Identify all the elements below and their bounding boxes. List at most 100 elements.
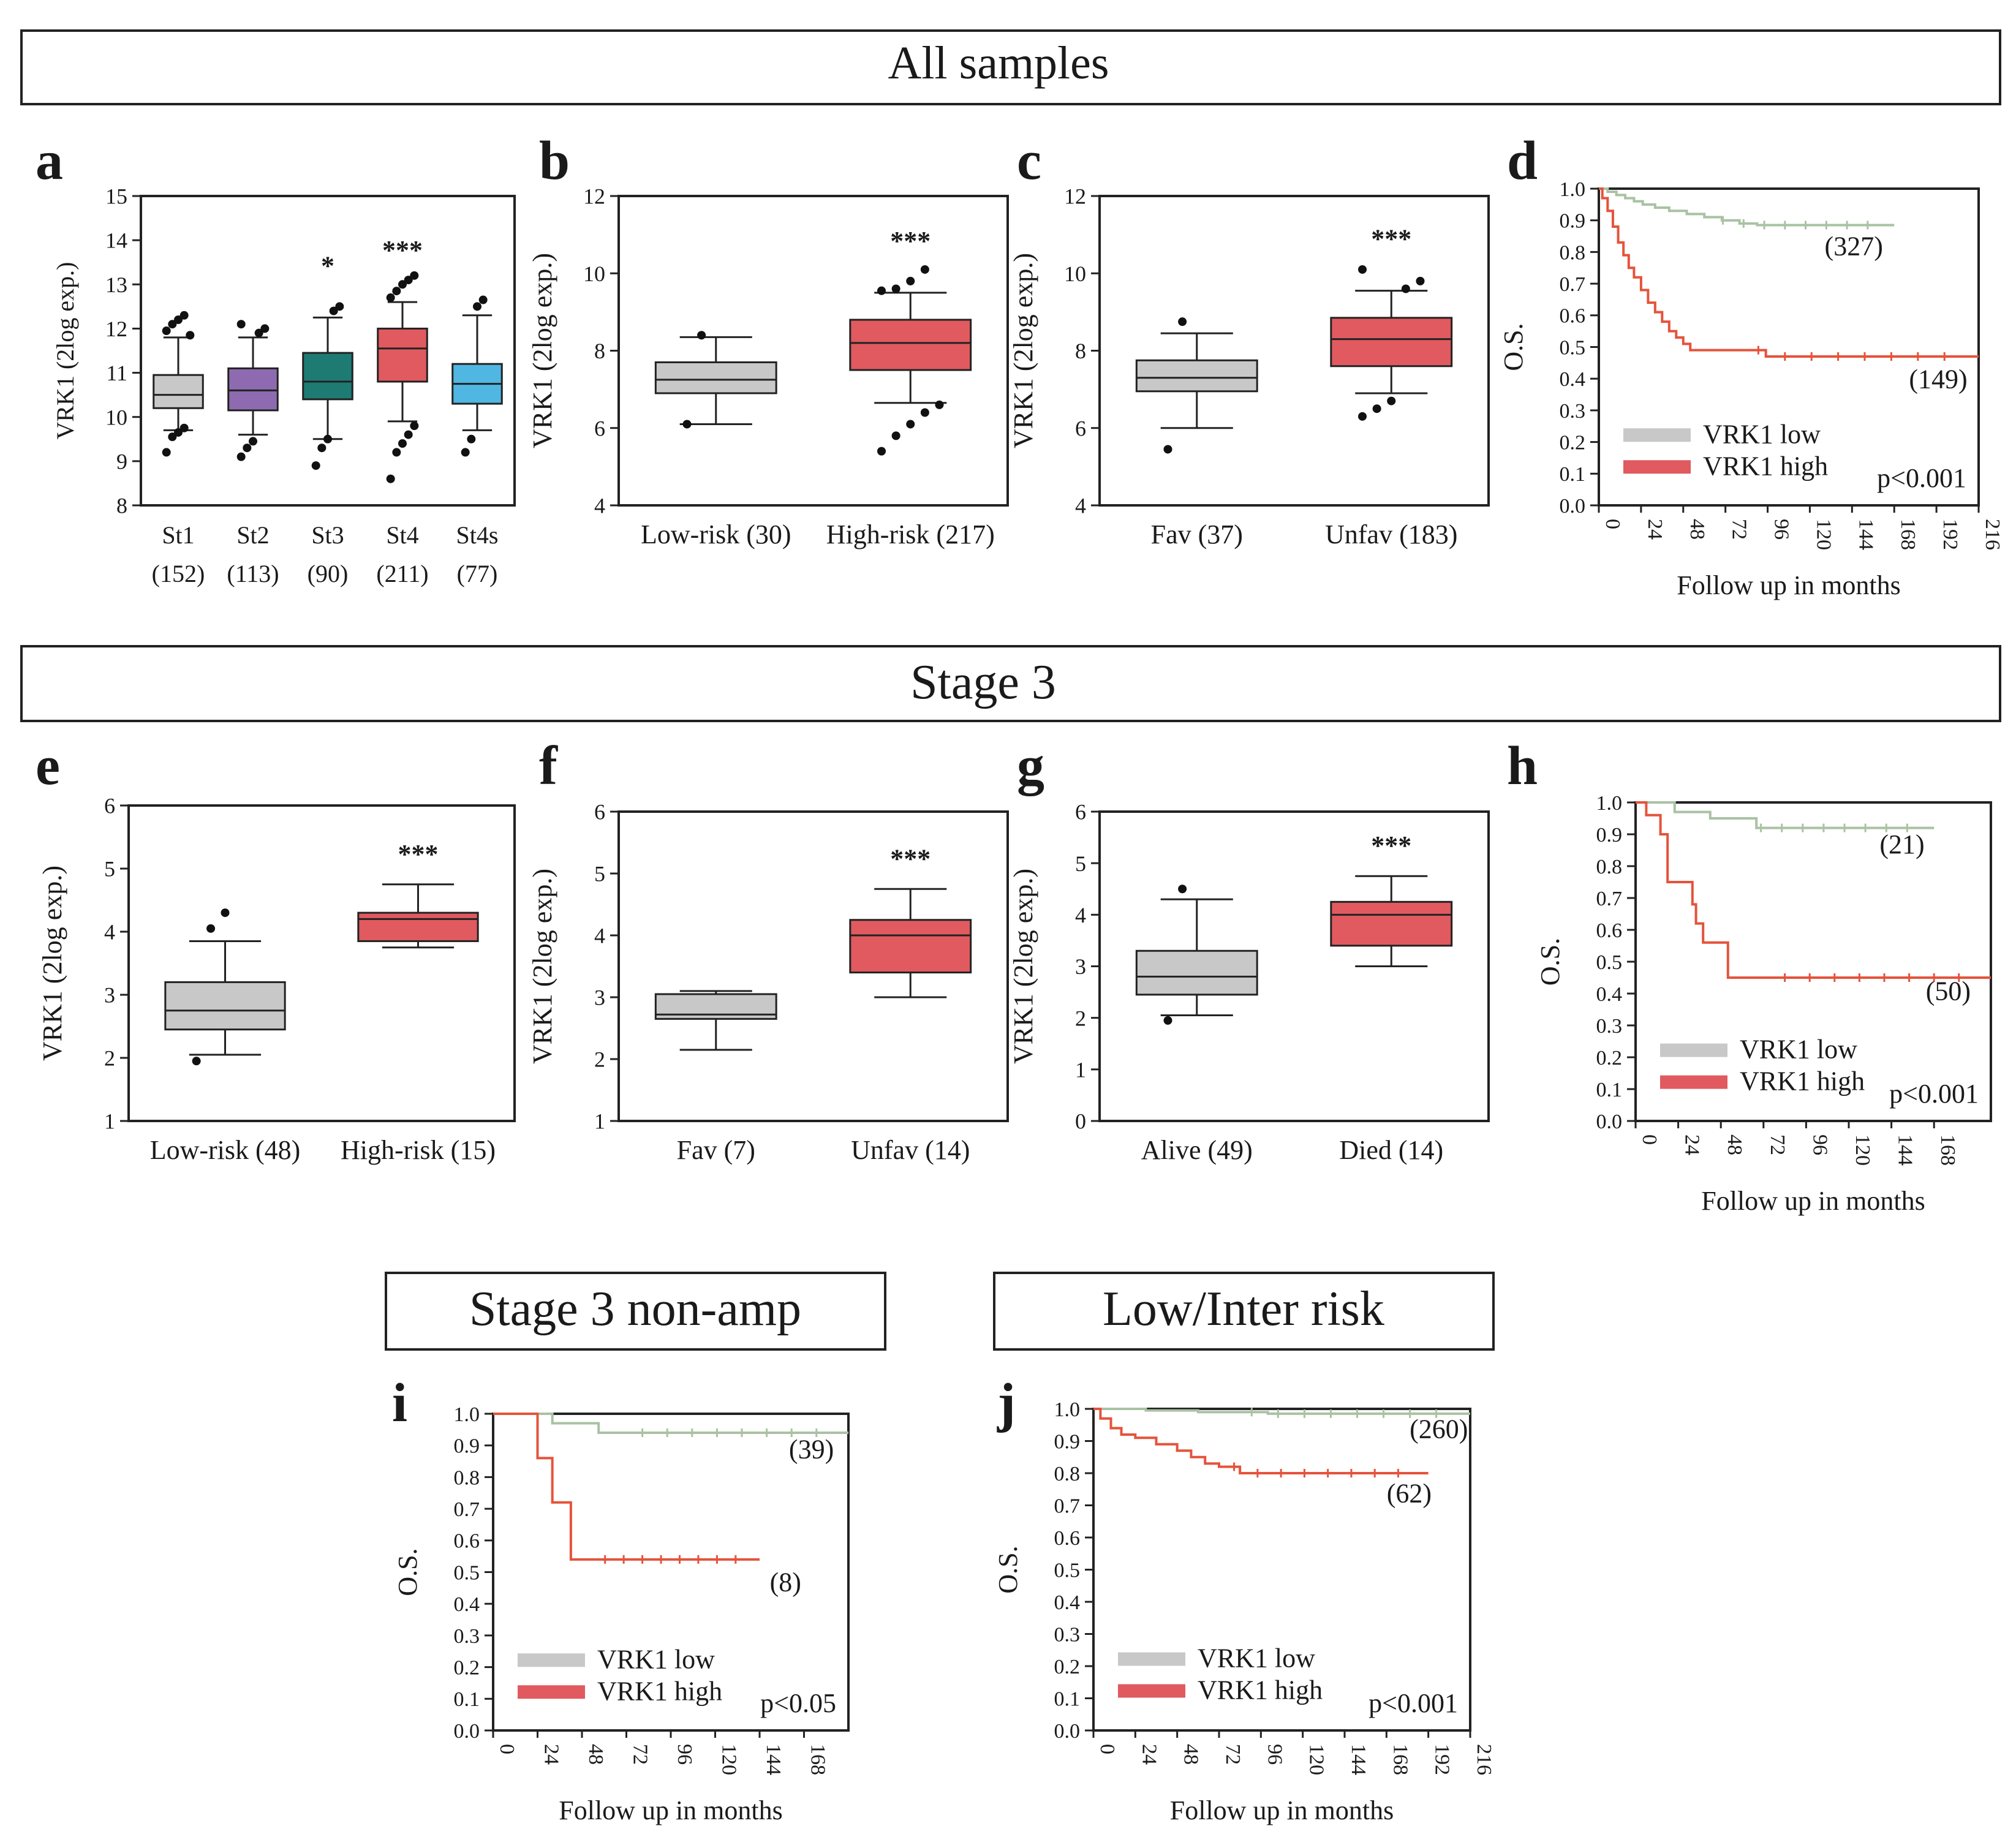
y-tick-label: 6: [594, 416, 605, 440]
box-group-1: *** Unfav (14): [849, 843, 972, 1165]
y-tick-label: 0.6: [1596, 919, 1623, 942]
legend-label: VRK1 low: [1703, 419, 1821, 449]
x-tick-label: 120: [1851, 1134, 1874, 1166]
box: [1330, 317, 1453, 368]
series-count-label: (327): [1825, 232, 1883, 262]
x-tick-label: 24: [540, 1744, 563, 1765]
y-tick-label: 1.0: [1596, 792, 1623, 815]
y-tick-label: 0.1: [1054, 1688, 1081, 1710]
outlier-point: [404, 430, 413, 439]
x-tick-label: 72: [1766, 1134, 1789, 1155]
y-tick-label: 0.3: [1054, 1623, 1081, 1646]
legend-swatch-low: [518, 1653, 585, 1667]
outlier-point: [392, 448, 401, 457]
box: [377, 327, 428, 383]
y-axis-label: VRK1 (2log exp.): [51, 262, 79, 440]
p-value-label: p<0.001: [1889, 1079, 1979, 1109]
y-tick-label: 0.8: [454, 1466, 480, 1489]
x-tick-label: 168: [1936, 1134, 1959, 1166]
y-tick-label: 12: [1064, 184, 1086, 209]
outlier-point: [260, 324, 270, 333]
y-tick-label: 0.0: [1596, 1111, 1623, 1133]
x-axis-label: Follow up in months: [1170, 1795, 1394, 1825]
y-tick-label: 8: [594, 339, 605, 363]
x-category-label: St4: [386, 521, 418, 549]
survival-curve-high: [1599, 187, 1979, 358]
x-category-label: Fav (37): [1151, 519, 1243, 549]
y-tick-label: 0.2: [454, 1657, 480, 1680]
x-tick-label: 144: [1854, 519, 1877, 550]
y-tick-label: 4: [1075, 494, 1086, 518]
x-tick-label: 120: [718, 1744, 741, 1775]
legend-swatch-low: [1623, 428, 1691, 442]
significance-label: ***: [1371, 224, 1411, 254]
p-value-label: p<0.001: [1877, 463, 1966, 493]
y-tick-label: 0.9: [1596, 824, 1623, 847]
outlier-point: [410, 421, 419, 431]
x-tick-label: 192: [1939, 519, 1961, 550]
panel-letter-a: a: [36, 130, 63, 191]
outlier-point: [877, 447, 886, 456]
box: [227, 367, 279, 412]
banner-low-inter-risk: Low/Inter risk: [993, 1272, 1495, 1351]
box-group-1: *** High-risk (217): [826, 226, 995, 549]
y-tick-label: 0.1: [1596, 1079, 1623, 1101]
banner-stage3-nonamp-text: Stage 3 non-amp: [469, 1282, 801, 1336]
x-tick-label: 96: [1770, 519, 1793, 540]
x-category-count: (77): [457, 560, 498, 587]
outlier-point: [243, 443, 252, 453]
x-category-label: St4s: [456, 521, 499, 549]
y-tick-label: 0.9: [1560, 210, 1586, 233]
x-tick-label: 72: [1728, 519, 1751, 540]
outlier-point: [1163, 1016, 1172, 1025]
y-tick-label: 12: [583, 184, 605, 209]
chart-h: 0.0 0.1 0.2 0.3 0.4 0.5 0.6 0.7 0.8 0.9 1.0 O.S. 0 24…: [1535, 792, 1992, 1216]
y-tick-label: 0.3: [1596, 1015, 1623, 1038]
legend-label: VRK1 low: [597, 1644, 715, 1674]
outlier-point: [1401, 284, 1410, 293]
y-tick-label: 0.3: [454, 1625, 480, 1648]
outlier-point: [1372, 404, 1381, 413]
y-tick-label: 5: [1075, 851, 1086, 876]
y-tick-label: 13: [105, 273, 127, 297]
outlier-point: [1387, 396, 1396, 406]
y-tick-label: 12: [105, 317, 127, 341]
x-tick-label: 0: [1638, 1134, 1661, 1145]
y-tick-label: 6: [594, 800, 605, 824]
panel-letter-j: j: [997, 1373, 1016, 1433]
significance-label: ***: [382, 235, 423, 265]
outlier-point: [311, 461, 320, 470]
x-category-label: Low-risk (30): [641, 519, 791, 549]
outlier-point: [682, 420, 692, 429]
banner-stage3: Stage 3: [20, 645, 2001, 722]
outlier-point: [335, 302, 344, 311]
box-group-0: Low-risk (48): [150, 908, 300, 1165]
outlier-point: [236, 452, 246, 461]
outlier-point: [877, 286, 886, 295]
x-category-label: St3: [311, 521, 344, 549]
y-tick-label: 0.5: [454, 1561, 480, 1584]
x-tick-label: 72: [1221, 1744, 1244, 1765]
outlier-point: [920, 265, 929, 274]
outlier-point: [179, 423, 189, 432]
x-tick-label: 48: [1180, 1744, 1202, 1765]
x-category-label: Unfav (14): [851, 1135, 970, 1165]
outlier-point: [254, 328, 263, 338]
y-tick-label: 4: [594, 924, 605, 948]
survival-curve-low: [1636, 801, 1935, 829]
x-tick-label: 0: [496, 1744, 518, 1754]
outlier-point: [1163, 445, 1172, 454]
y-tick-label: 2: [1075, 1006, 1086, 1030]
x-tick-label: 0: [1601, 519, 1624, 529]
x-category-label: St2: [236, 521, 269, 549]
y-tick-label: 2: [104, 1046, 115, 1071]
x-category-label: Unfav (183): [1325, 519, 1457, 549]
legend-label: VRK1 high: [597, 1676, 722, 1706]
p-value-label: p<0.05: [760, 1688, 836, 1718]
outlier-point: [398, 280, 407, 289]
banner-stage3-nonamp: Stage 3 non-amp: [385, 1272, 886, 1351]
y-tick-label: 0.4: [1560, 368, 1586, 391]
x-tick-label: 24: [1644, 519, 1666, 540]
y-tick-label: 0: [1075, 1109, 1086, 1134]
